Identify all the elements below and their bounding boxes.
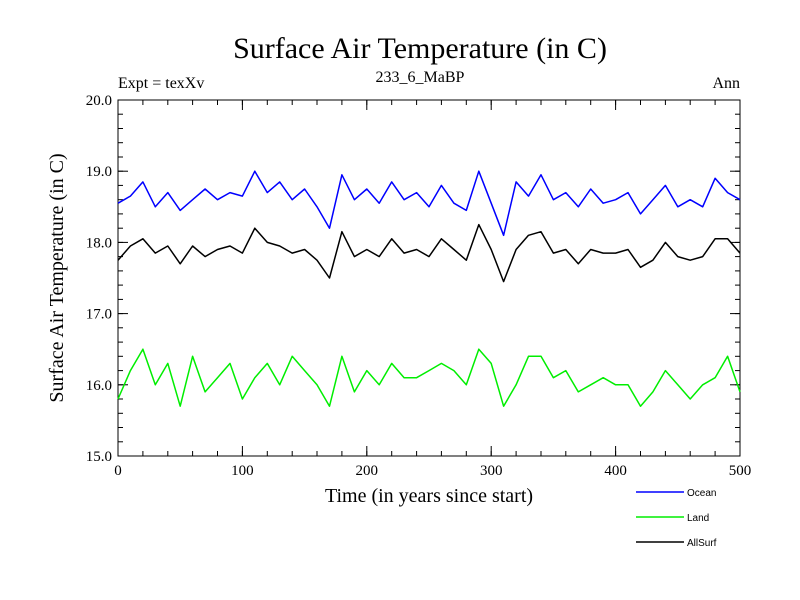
series-lines [117, 170, 741, 407]
subtitle-right: Ann [712, 75, 740, 92]
x-axis-label: Time (in years since start) [325, 485, 533, 507]
y-tick-label: 18.0 [86, 235, 112, 251]
subtitle-left: Expt = texXv [118, 75, 204, 92]
x-tick-label: 100 [231, 463, 254, 479]
y-axis-label: Surface Air Temperature (in C) [46, 153, 68, 402]
y-tick-label: 16.0 [86, 378, 112, 394]
chart-title: Surface Air Temperature (in C) [233, 32, 607, 65]
legend-land-label: Land [687, 513, 709, 524]
x-tick-label: 300 [480, 463, 503, 479]
series-allsurf-line [117, 223, 741, 283]
y-tick-label: 15.0 [86, 449, 112, 465]
minor-ticks [117, 99, 741, 457]
y-tick-label: 20.0 [86, 93, 112, 109]
legend-allsurf-label: AllSurf [687, 538, 717, 549]
x-tick-label: 400 [604, 463, 627, 479]
plot-frame [117, 99, 741, 457]
subtitle-center: 233_6_MaBP [376, 69, 465, 86]
y-tick-label: 19.0 [86, 164, 112, 180]
x-axis-ticks: 0 100 200 300 400 500 [114, 100, 751, 479]
y-tick-label: 17.0 [86, 307, 112, 323]
series-land-line [117, 348, 741, 407]
series-ocean-line [117, 170, 741, 237]
y-axis-ticks: 15.0 16.0 17.0 18.0 19.0 20.0 [86, 93, 740, 465]
legend-ocean-label: Ocean [687, 488, 716, 499]
x-tick-label: 0 [114, 463, 122, 479]
legend: Ocean Land AllSurf [636, 488, 717, 549]
x-tick-label: 500 [729, 463, 752, 479]
x-tick-label: 200 [356, 463, 379, 479]
